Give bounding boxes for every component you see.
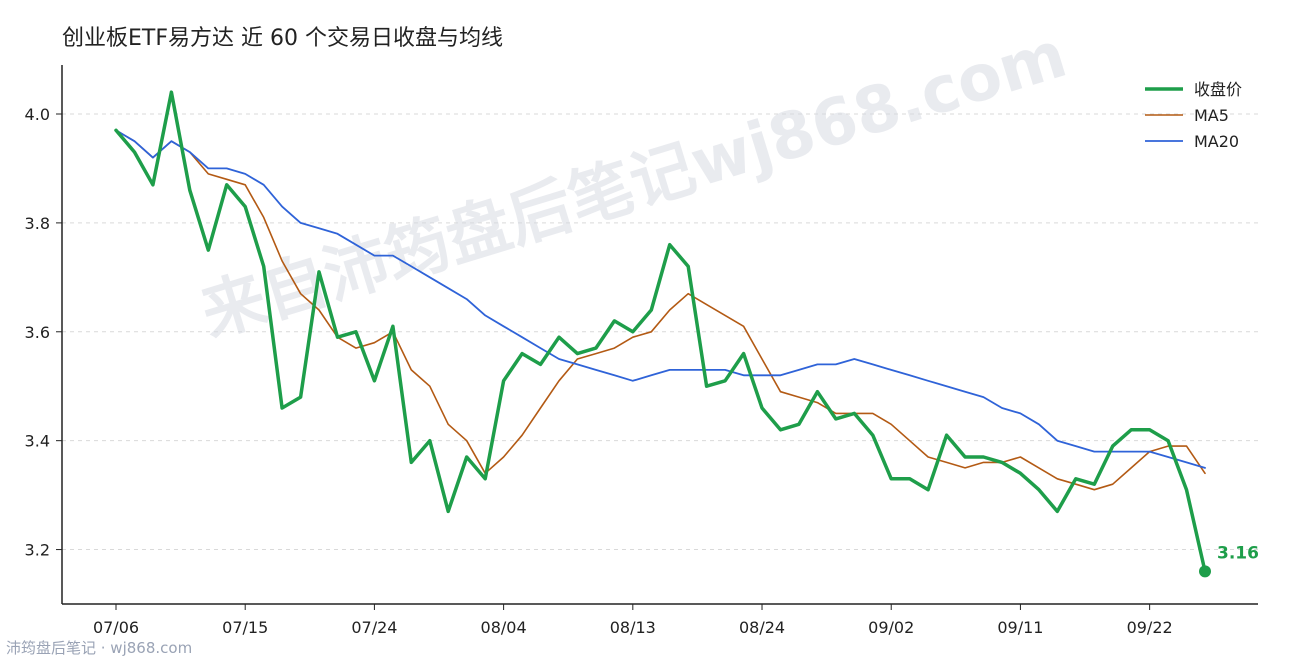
chart-title: 创业板ETF易方达 近 60 个交易日收盘与均线 [62, 26, 503, 51]
y-tick-label: 3.8 [25, 214, 50, 233]
legend-label: 收盘价 [1194, 80, 1242, 99]
y-tick-label: 3.4 [25, 432, 50, 451]
y-axis-ticks: 3.2 3.4 3.6 3.8 4.0 [25, 105, 62, 560]
ma5-line [115, 129, 1206, 491]
x-tick-label: 08/04 [481, 618, 527, 637]
x-tick-label: 09/02 [868, 618, 914, 637]
ma20-line [115, 129, 1206, 469]
legend-label: MA20 [1194, 132, 1239, 151]
legend-close-price: 收盘价 [1145, 80, 1242, 99]
footer-credit: 沛筠盘后笔记 · wj868.com [6, 639, 192, 657]
x-tick-label: 07/24 [351, 618, 397, 637]
x-tick-label: 07/15 [222, 618, 268, 637]
close-price-line [114, 90, 1207, 574]
x-tick-label: 08/13 [610, 618, 656, 637]
axes [61, 65, 1258, 605]
y-tick-label: 3.6 [25, 323, 50, 342]
watermark: 来自沛筠盘后笔记wj868.com [193, 18, 1075, 352]
legend: 收盘价 MA5 MA20 [1145, 80, 1242, 151]
y-tick-label: 4.0 [25, 105, 50, 124]
series-lines: 3.16 [114, 90, 1259, 578]
y-tick-label: 3.2 [25, 541, 50, 560]
last-close-marker [1199, 565, 1211, 578]
x-tick-label: 07/06 [93, 618, 139, 637]
legend-label: MA5 [1194, 106, 1229, 125]
x-tick-label: 08/24 [739, 618, 785, 637]
last-close-label: 3.16 [1217, 543, 1259, 563]
x-tick-label: 09/22 [1127, 618, 1173, 637]
legend-ma5: MA5 [1145, 106, 1229, 125]
x-tick-label: 09/11 [997, 618, 1043, 637]
x-axis-ticks: 07/06 07/15 07/24 08/04 08/13 08/24 09/02 09/11… [93, 604, 1173, 637]
legend-ma20: MA20 [1145, 132, 1239, 151]
